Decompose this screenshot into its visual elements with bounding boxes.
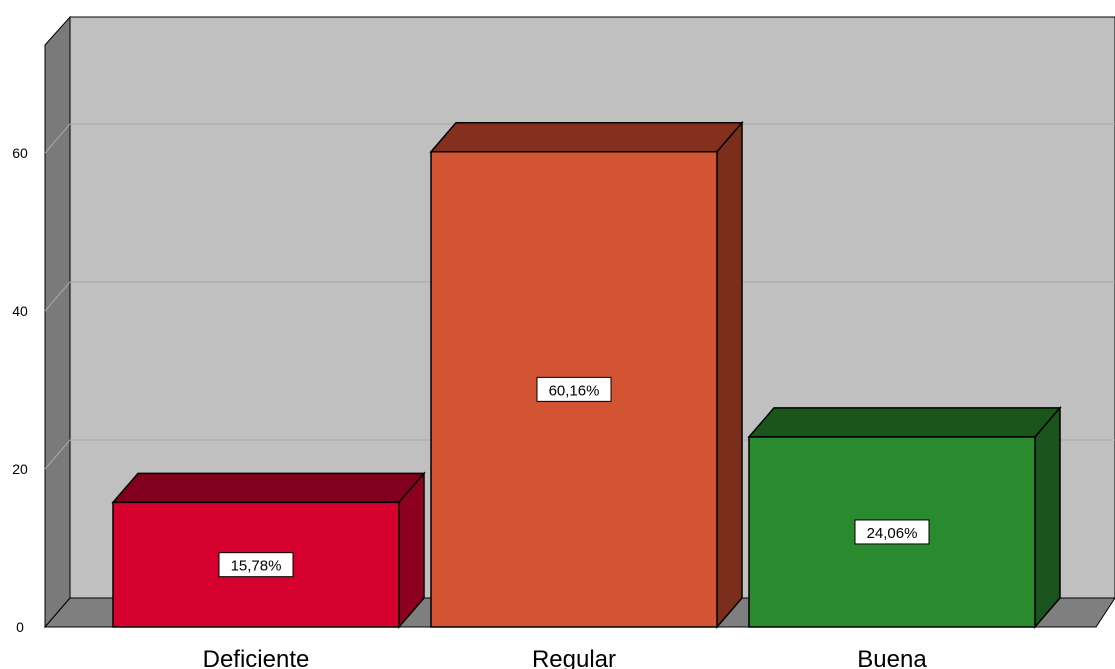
- bar-top: [429, 121, 744, 153]
- x-category-label: Buena: [857, 646, 927, 669]
- bar-deficiente: 15,78%: [111, 471, 426, 630]
- data-label-box: [218, 552, 294, 578]
- x-category-label: Deficiente: [203, 646, 310, 669]
- bar-front: [748, 436, 1036, 628]
- x-category-label: Regular: [532, 646, 616, 669]
- y-tick-label: 0: [16, 619, 24, 635]
- y-tick-label: 20: [12, 461, 28, 477]
- data-label: 15,78%: [231, 558, 282, 575]
- bar-buena: 24,06%: [747, 405, 1062, 630]
- bar-top: [111, 472, 426, 504]
- data-label: 60,16%: [549, 382, 600, 399]
- data-label-box: [536, 376, 612, 402]
- plot-left-wall: [44, 15, 71, 629]
- gridline-depth: [44, 123, 71, 154]
- y-axis-ticks: 0 20 40 60: [12, 145, 28, 635]
- data-label: 24,06%: [867, 525, 918, 542]
- data-label-box: [854, 519, 930, 545]
- gridline-depth: [44, 439, 71, 470]
- x-axis-labels: Deficiente Regular Buena: [203, 646, 928, 669]
- bar-top: [747, 407, 1062, 438]
- bar-side: [1034, 405, 1061, 630]
- bar-regular: 60,16%: [429, 120, 744, 630]
- bars: 15,78% 60,16% 24,06%: [111, 120, 1062, 630]
- gridline-depth: [44, 281, 71, 312]
- bar-side: [716, 120, 743, 630]
- y-tick-label: 60: [12, 145, 28, 161]
- y-tick-label: 40: [12, 303, 28, 319]
